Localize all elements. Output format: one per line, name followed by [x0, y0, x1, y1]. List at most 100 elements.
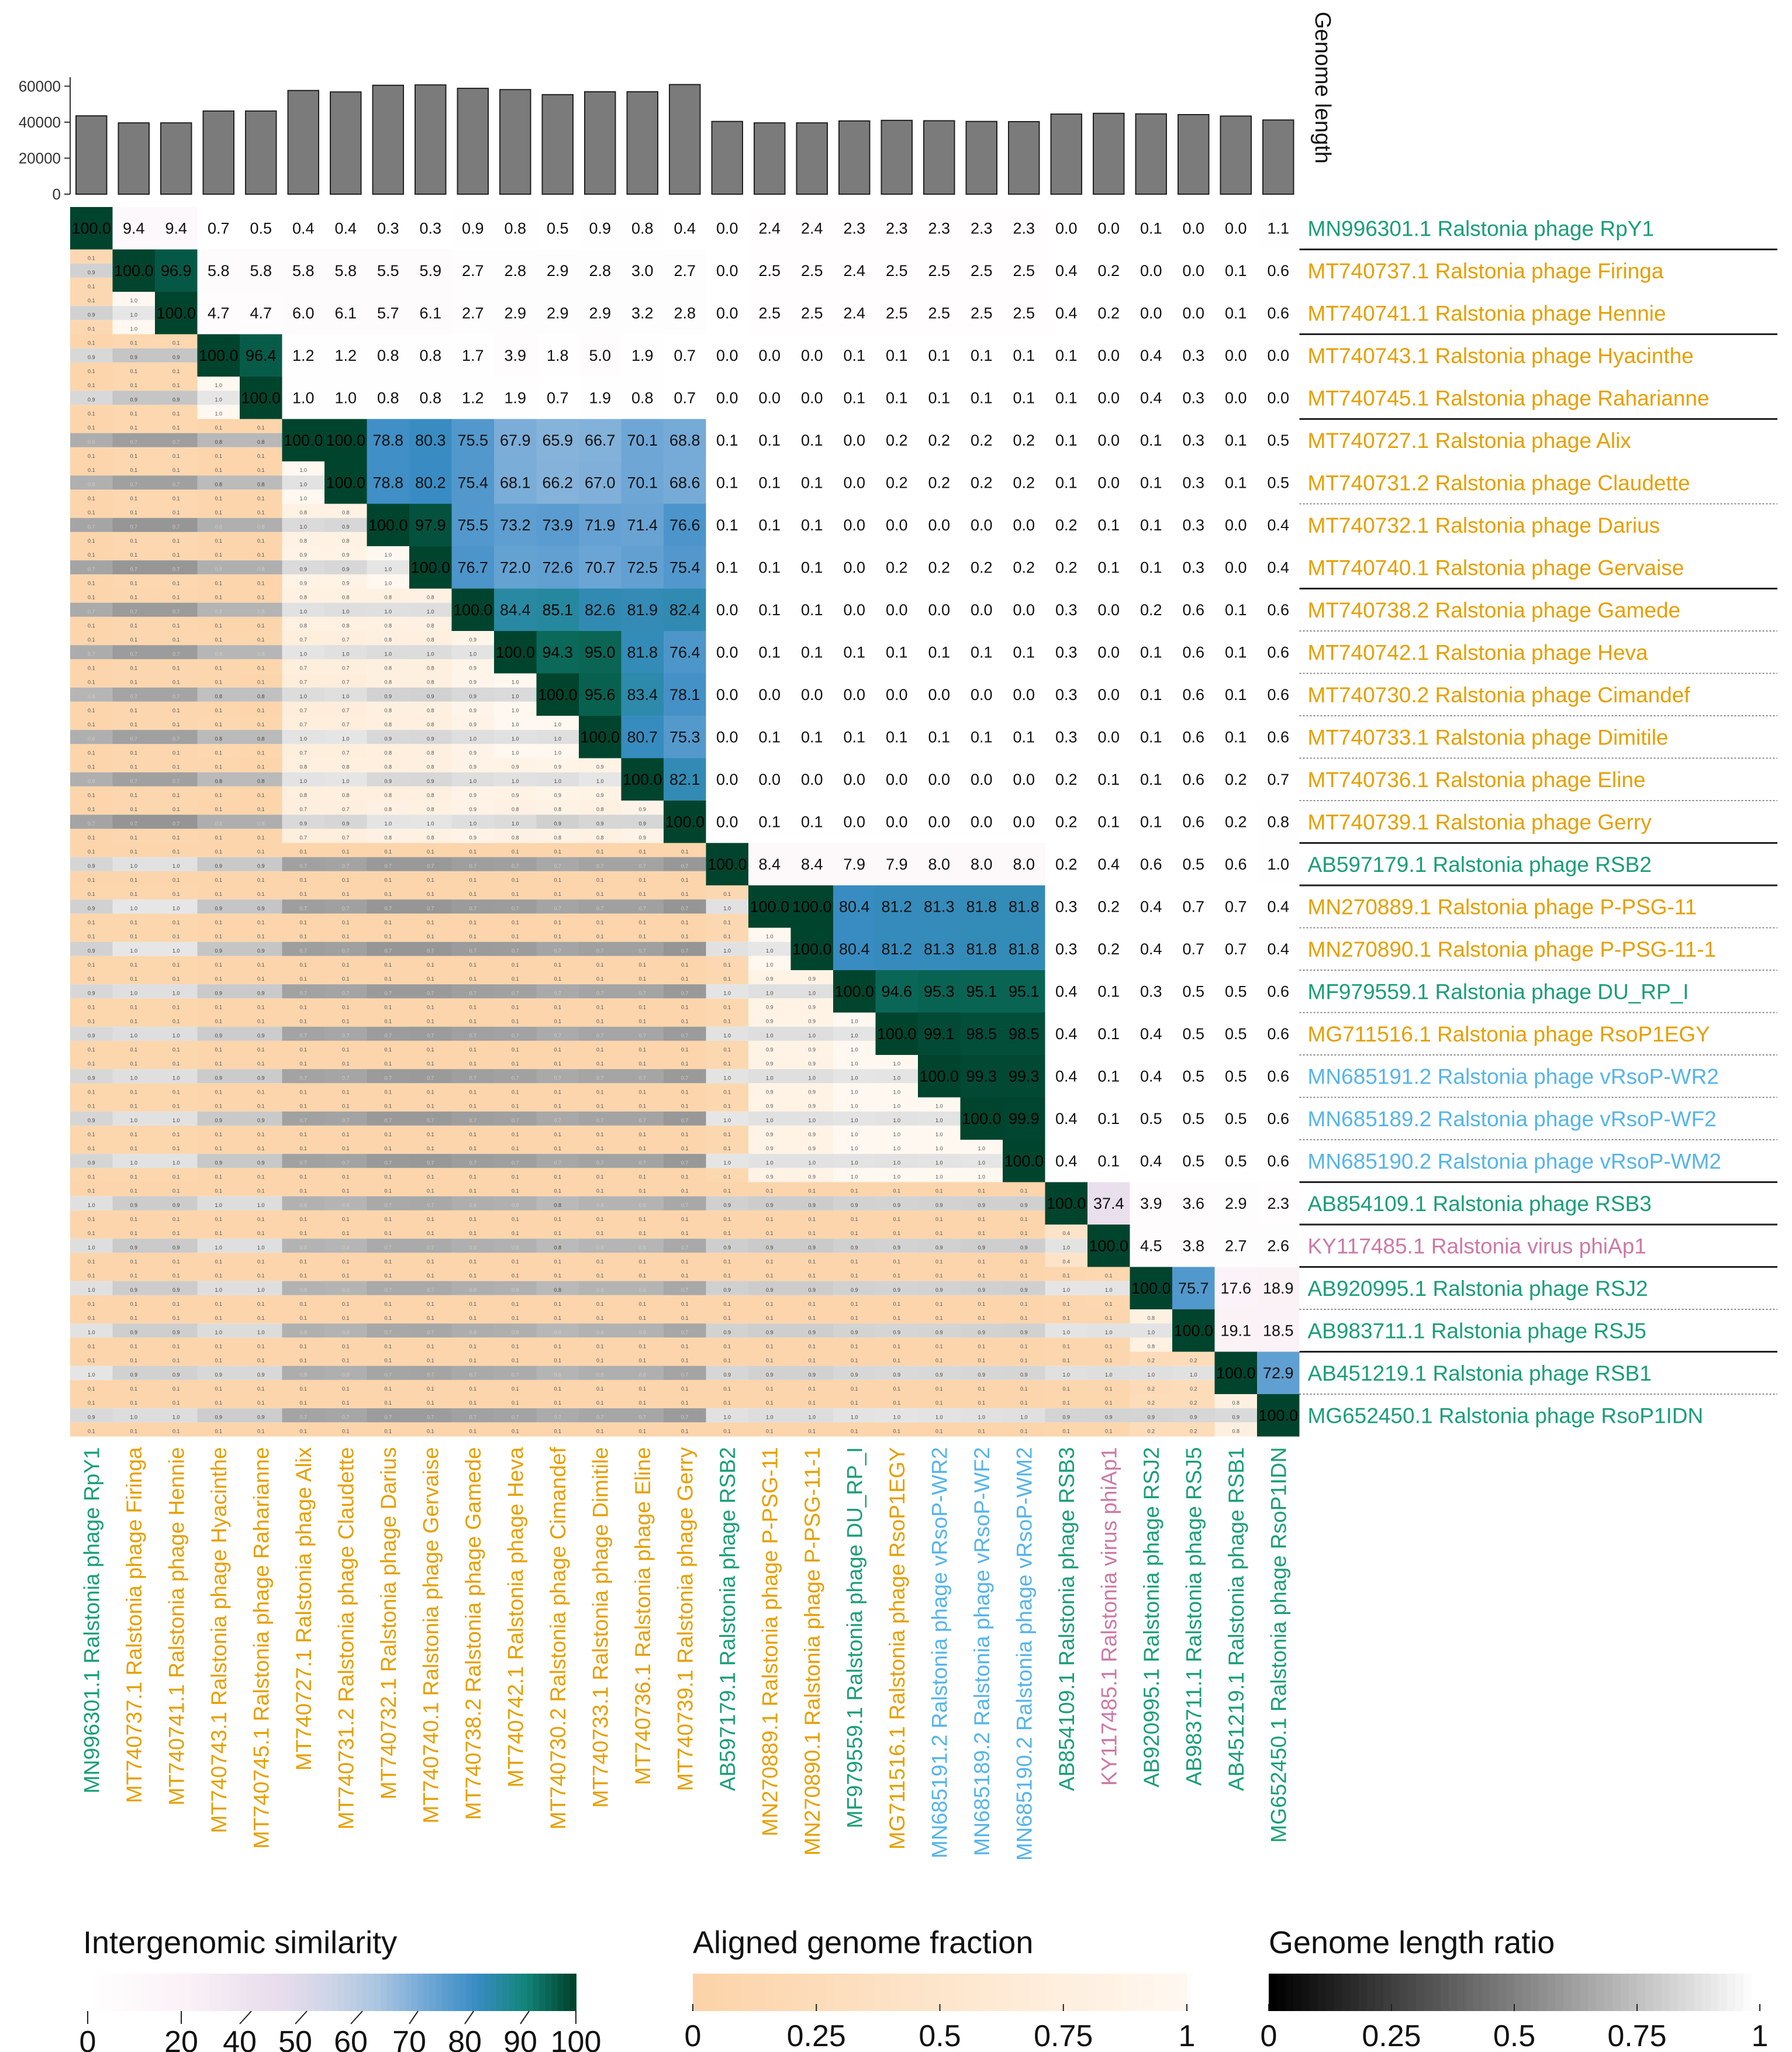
aligned-fraction-value: 0.1 — [935, 1188, 943, 1194]
aligned-fraction-value: 0.1 — [130, 834, 137, 840]
similarity-value: 0.7 — [208, 219, 230, 237]
aligned-fraction-cell — [833, 1309, 876, 1324]
aligned-fraction-cell — [112, 1422, 155, 1437]
aligned-fraction-value: 0.1 — [469, 849, 477, 855]
legend-similarity-swatch — [337, 1974, 345, 2011]
aligned-fraction-cell — [240, 1225, 282, 1239]
genome-length-bar — [75, 115, 108, 195]
aligned-fraction-value: 0.1 — [257, 1146, 265, 1151]
similarity-cell — [748, 292, 791, 334]
aligned-fraction-value: 0.1 — [681, 891, 689, 897]
aligned-fraction-cell — [706, 1253, 748, 1267]
aligned-fraction-cell — [197, 913, 240, 928]
similarity-cell — [918, 970, 961, 1013]
aligned-fraction-cell — [367, 1210, 409, 1225]
aligned-fraction-cell — [621, 913, 664, 928]
aligned-fraction-value: 0.1 — [469, 1047, 477, 1053]
aligned-fraction-value: 0.1 — [427, 1019, 434, 1025]
similarity-value: 0.7 — [674, 347, 696, 364]
legend-similarity-swatch — [173, 1974, 180, 2011]
similarity-value: 0.0 — [1225, 558, 1247, 576]
length-ratio-value: 0.7 — [299, 990, 307, 996]
aligned-fraction-value: 0.1 — [215, 680, 222, 685]
aligned-fraction-value: 0.1 — [215, 1216, 222, 1222]
aligned-fraction-cell — [1087, 1267, 1130, 1281]
similarity-value: 0.0 — [1267, 389, 1289, 406]
similarity-value: 70.1 — [627, 432, 658, 449]
legend-similarity-tick — [464, 2010, 474, 2025]
aligned-fraction-cell — [197, 970, 240, 985]
aligned-fraction-value: 1.0 — [384, 580, 392, 586]
length-ratio-value: 1.0 — [299, 651, 307, 657]
aligned-fraction-cell — [621, 1040, 664, 1055]
similarity-cell — [1130, 1097, 1172, 1140]
aligned-fraction-cell — [748, 1182, 791, 1196]
aligned-fraction-value: 0.1 — [88, 552, 95, 558]
similarity-cell — [960, 249, 1003, 292]
legend-fraction-swatch — [1030, 1974, 1040, 2011]
aligned-fraction-value: 0.1 — [384, 1174, 392, 1180]
similarity-value: 2.4 — [758, 219, 781, 237]
legend-fraction-swatch — [882, 1974, 891, 2011]
aligned-fraction-value: 0.8 — [427, 750, 434, 756]
aligned-fraction-value: 0.1 — [130, 453, 137, 459]
row-label: MG711516.1 Ralstonia phage RsoP1EGY — [1308, 1022, 1710, 1046]
aligned-fraction-value: 0.1 — [808, 1400, 816, 1406]
aligned-fraction-cell — [367, 1055, 409, 1070]
aligned-fraction-value: 0.1 — [299, 1103, 307, 1109]
aligned-fraction-cell — [706, 1394, 748, 1409]
length-ratio-cell — [918, 1196, 961, 1210]
length-ratio-value: 1.0 — [1105, 1372, 1113, 1378]
aligned-fraction-value: 0.1 — [130, 1400, 137, 1406]
legend-similarity-swatch — [258, 1974, 265, 2011]
aligned-fraction-cell — [579, 1012, 621, 1027]
length-ratio-value: 0.8 — [215, 820, 222, 826]
similarity-cell — [1257, 843, 1300, 885]
aligned-fraction-value: 0.1 — [851, 1230, 858, 1236]
similarity-value: 81.2 — [881, 898, 912, 915]
length-ratio-value: 0.8 — [596, 1244, 604, 1250]
aligned-fraction-value: 0.1 — [384, 1103, 392, 1109]
aligned-fraction-cell — [960, 1337, 1003, 1352]
aligned-fraction-value: 0.1 — [469, 1188, 477, 1194]
aligned-fraction-value: 0.1 — [172, 665, 180, 671]
aligned-fraction-cell — [748, 1168, 791, 1182]
length-ratio-cell — [240, 1281, 282, 1295]
similarity-value: 75.5 — [457, 432, 488, 449]
length-ratio-value: 0.7 — [554, 948, 561, 954]
row-label: MN270890.1 Ralstonia phage P-PSG-11-1 — [1308, 937, 1717, 961]
aligned-fraction-cell — [155, 574, 198, 589]
similarity-cell — [1003, 885, 1045, 928]
similarity-cell — [1257, 546, 1300, 589]
length-ratio-value: 1.0 — [384, 566, 392, 572]
similarity-value: 100.0 — [538, 686, 578, 703]
length-ratio-value: 0.7 — [427, 1160, 434, 1165]
column-label: MT740743.1 Ralstonia phage Hyacinthe — [207, 1447, 231, 1833]
aligned-fraction-cell — [621, 970, 664, 985]
similarity-cell — [1214, 1140, 1257, 1182]
legend-similarity-swatch — [313, 1974, 320, 2011]
legend-fraction-swatch — [948, 1974, 957, 2011]
aligned-fraction-cell — [451, 1040, 494, 1055]
similarity-value: 0.1 — [1225, 304, 1247, 322]
aligned-fraction-cell — [282, 956, 324, 970]
aligned-fraction-cell — [155, 1168, 198, 1182]
aligned-fraction-value: 0.1 — [172, 1146, 180, 1151]
length-ratio-cell — [875, 1239, 918, 1253]
similarity-value: 4.7 — [208, 304, 230, 322]
aligned-fraction-cell — [155, 885, 198, 900]
legend-similarity-swatch — [264, 1974, 272, 2011]
aligned-fraction-value: 0.1 — [681, 1428, 689, 1434]
similarity-cell — [748, 503, 791, 546]
aligned-fraction-cell — [833, 1351, 876, 1366]
length-ratio-value: 0.7 — [681, 1202, 689, 1208]
length-ratio-cell — [112, 1154, 155, 1168]
aligned-fraction-value: 0.1 — [808, 1428, 816, 1434]
legend-fraction-tick-label: 0.5 — [919, 2019, 961, 2052]
aligned-fraction-value: 0.1 — [215, 453, 222, 459]
aligned-fraction-value: 0.1 — [342, 1273, 350, 1279]
aligned-fraction-value: 0.1 — [681, 1004, 689, 1010]
aligned-fraction-value: 0.1 — [215, 665, 222, 671]
similarity-cell — [1087, 292, 1130, 334]
aligned-fraction-value: 0.1 — [88, 411, 95, 416]
